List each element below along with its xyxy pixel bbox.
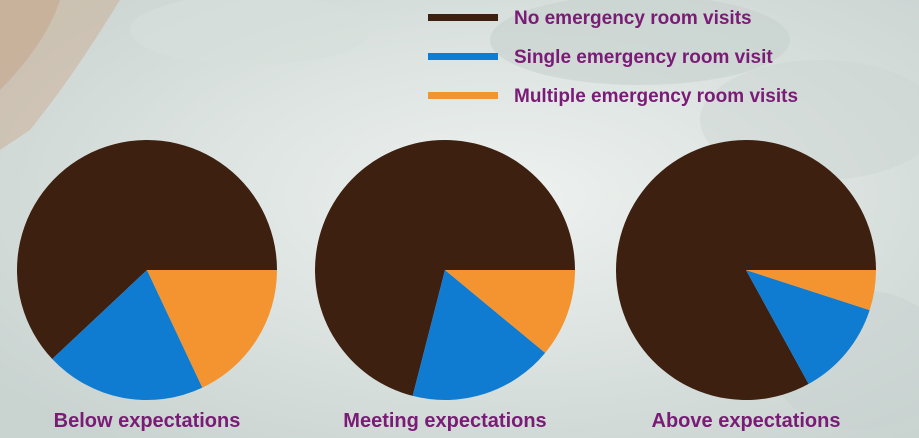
pie-title: Below expectations xyxy=(54,410,241,432)
pies-group xyxy=(17,140,876,401)
legend-swatch xyxy=(428,14,498,21)
legend-item: Single emergency room visit xyxy=(428,47,773,68)
pie-slice xyxy=(746,270,876,311)
legend-swatch xyxy=(428,53,498,60)
legend-label: Multiple emergency room visits xyxy=(514,86,798,107)
legend-item: No emergency room visits xyxy=(428,8,752,29)
pie-slice xyxy=(52,270,203,401)
pie-slice xyxy=(315,140,575,396)
legend-label: Single emergency room visit xyxy=(514,47,773,68)
legend: No emergency room visits Single emergenc… xyxy=(428,8,798,107)
legend-label: No emergency room visits xyxy=(514,8,752,29)
pie-slice xyxy=(746,270,870,384)
pie-slice xyxy=(412,270,546,401)
pie-slice xyxy=(17,140,278,359)
legend-item: Multiple emergency room visits xyxy=(428,86,798,107)
pie-slice xyxy=(147,270,277,388)
pie-slice xyxy=(445,270,575,353)
legend-swatch xyxy=(428,92,498,99)
pie-slice xyxy=(616,140,876,401)
pie-title: Above expectations xyxy=(652,410,841,432)
pie-title: Meeting expectations xyxy=(343,410,546,432)
